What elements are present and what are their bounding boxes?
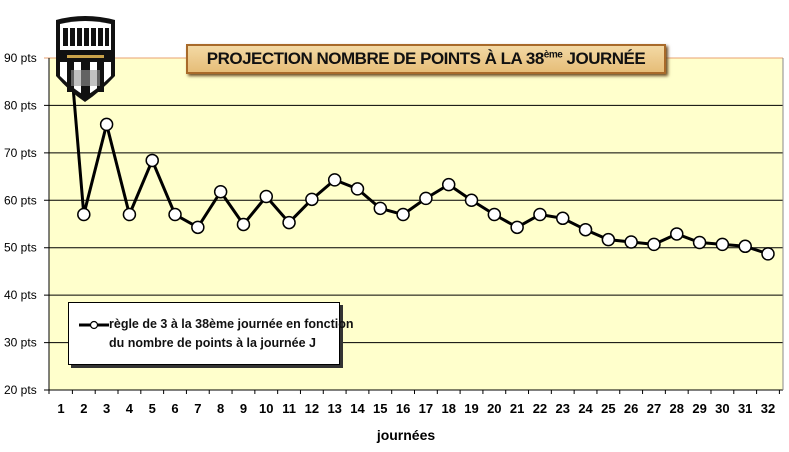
data-point bbox=[305, 192, 319, 207]
x-tick-label: 24 bbox=[578, 401, 593, 416]
data-point bbox=[692, 235, 707, 250]
data-point bbox=[464, 193, 479, 208]
data-point bbox=[259, 189, 274, 204]
legend-marker-icon bbox=[79, 320, 109, 330]
title-text: PROJECTION NOMBRE DE POINTS À LA 38 bbox=[206, 49, 545, 68]
y-tick-label: 90 pts bbox=[4, 51, 37, 65]
data-point bbox=[350, 182, 365, 196]
title-text-end: JOURNÉE bbox=[562, 49, 646, 68]
data-point bbox=[578, 222, 593, 237]
x-tick-label: 14 bbox=[350, 401, 365, 416]
data-point bbox=[327, 173, 342, 187]
x-tick-label: 26 bbox=[624, 401, 638, 416]
data-point bbox=[191, 220, 205, 235]
x-tick-label: 1 bbox=[57, 401, 64, 416]
y-tick-label: 80 pts bbox=[4, 98, 37, 112]
x-tick-label: 17 bbox=[419, 401, 433, 416]
data-point bbox=[77, 207, 91, 222]
legend-label-line1: règle de 3 à la 38ème journée en fonctio… bbox=[109, 317, 354, 331]
chart-title: PROJECTION NOMBRE DE POINTS À LA 38ème J… bbox=[186, 44, 666, 74]
x-tick-label: 29 bbox=[692, 401, 706, 416]
data-point bbox=[282, 215, 296, 230]
data-point bbox=[670, 227, 684, 241]
data-point bbox=[122, 207, 137, 222]
x-tick-label: 28 bbox=[670, 401, 684, 416]
x-tick-label: 18 bbox=[441, 401, 455, 416]
x-tick-label: 20 bbox=[487, 401, 501, 416]
title-superscript: ème bbox=[543, 49, 563, 61]
data-point bbox=[236, 217, 251, 232]
x-tick-label: 9 bbox=[240, 401, 247, 416]
x-tick-label: 15 bbox=[373, 401, 387, 416]
legend: règle de 3 à la 38ème journée en fonctio… bbox=[68, 302, 354, 365]
data-point bbox=[441, 177, 456, 192]
x-tick-label: 3 bbox=[103, 401, 110, 416]
data-point bbox=[213, 184, 228, 199]
data-point bbox=[396, 207, 410, 222]
x-tick-label: 16 bbox=[396, 401, 410, 416]
y-tick-label: 50 pts bbox=[4, 241, 37, 255]
data-point bbox=[647, 237, 661, 252]
data-point bbox=[738, 239, 752, 254]
data-point bbox=[624, 235, 638, 249]
data-point bbox=[168, 207, 182, 222]
x-tick-label: 22 bbox=[533, 401, 547, 416]
x-tick-label: 23 bbox=[556, 401, 570, 416]
data-point bbox=[533, 207, 547, 222]
x-tick-label: 4 bbox=[126, 401, 134, 416]
x-tick-label: 21 bbox=[510, 401, 524, 416]
x-tick-label: 31 bbox=[738, 401, 752, 416]
x-tick-label: 25 bbox=[601, 401, 615, 416]
x-tick-label: 7 bbox=[194, 401, 201, 416]
data-point bbox=[601, 232, 616, 247]
x-tick-label: 27 bbox=[647, 401, 661, 416]
x-tick-label: 19 bbox=[464, 401, 478, 416]
legend-label-line2: du nombre de points à la journée J bbox=[109, 336, 316, 350]
data-point bbox=[555, 211, 570, 226]
y-tick-label: 20 pts bbox=[4, 383, 37, 397]
y-tick-label: 30 pts bbox=[4, 336, 37, 350]
y-tick-label: 60 pts bbox=[4, 193, 37, 207]
x-tick-label: 10 bbox=[259, 401, 273, 416]
data-point bbox=[99, 117, 114, 132]
data-point bbox=[761, 247, 775, 261]
x-axis-label: journées bbox=[376, 427, 436, 443]
data-point bbox=[510, 220, 524, 235]
x-tick-label: 12 bbox=[305, 401, 319, 416]
x-tick-label: 5 bbox=[149, 401, 156, 416]
x-tick-label: 11 bbox=[282, 401, 296, 416]
y-tick-label: 40 pts bbox=[4, 288, 37, 302]
y-tick-label: 70 pts bbox=[4, 146, 37, 160]
data-point bbox=[373, 201, 388, 216]
x-tick-label: 13 bbox=[327, 401, 341, 416]
x-tick-label: 6 bbox=[171, 401, 178, 416]
x-tick-label: 32 bbox=[761, 401, 775, 416]
angers-sco-logo bbox=[53, 14, 118, 104]
data-point bbox=[145, 153, 159, 168]
data-point bbox=[715, 237, 730, 252]
data-point bbox=[419, 191, 433, 206]
data-point bbox=[487, 207, 502, 222]
x-tick-label: 30 bbox=[715, 401, 729, 416]
x-tick-label: 2 bbox=[80, 401, 87, 416]
x-tick-label: 8 bbox=[217, 401, 224, 416]
